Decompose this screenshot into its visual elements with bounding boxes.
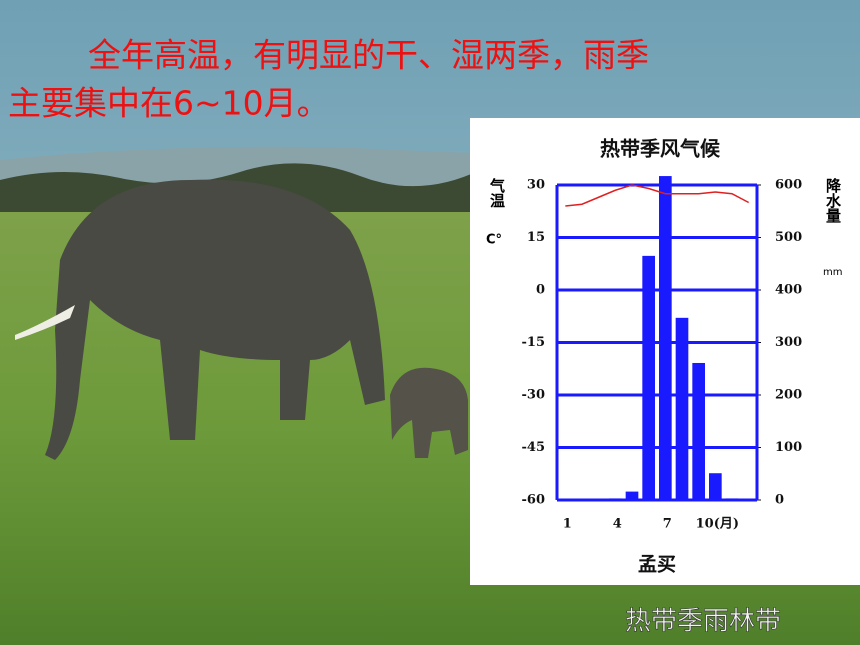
y-tick-label: -45 — [522, 440, 546, 455]
precipitation-bar — [725, 498, 739, 500]
heading-line: 全年高温，有明显的干、湿两季，雨季 — [88, 36, 649, 75]
y-tick-label: 0 — [536, 283, 545, 298]
y-tick-label: -60 — [522, 493, 546, 508]
precipitation-bar — [642, 255, 655, 500]
precipitation-bar — [675, 317, 689, 500]
x-tick-label: 7 — [663, 517, 672, 532]
precipitation-bar — [575, 499, 589, 500]
precipitation-bar — [709, 473, 722, 500]
y2-tick-label: 300 — [775, 335, 802, 350]
y-tick-label: 15 — [527, 230, 545, 245]
y-axis-unit: C° — [486, 233, 502, 248]
x-tick-label: 1 — [563, 517, 572, 532]
y2-tick-label: 500 — [775, 230, 802, 245]
y2-tick-label: 200 — [775, 388, 802, 403]
photo-caption: 热带季雨林带 — [625, 607, 781, 637]
precipitation-bar — [742, 499, 755, 500]
precipitation-bar — [625, 491, 639, 500]
heading-line: 主要集中在6~10月。 — [8, 84, 330, 123]
y-axis-label: 气温 — [488, 177, 506, 208]
y2-axis-label: 降水量 — [824, 177, 842, 223]
precipitation-bar — [659, 176, 672, 500]
y2-tick-label: 0 — [775, 493, 784, 508]
x-tick-label: 4 — [613, 517, 622, 532]
y2-tick-label: 100 — [775, 440, 802, 455]
temperature-line — [565, 184, 750, 207]
precipitation-bar — [609, 498, 622, 500]
precipitation-bar — [692, 362, 705, 500]
y2-tick-label: 600 — [775, 178, 802, 193]
precipitation-bar — [559, 499, 572, 500]
y-tick-label: -30 — [522, 388, 546, 403]
y-tick-label: -15 — [522, 335, 546, 350]
location-label: 孟买 — [638, 554, 676, 576]
chart-title: 热带季风气候 — [600, 137, 721, 161]
y-tick-label: 30 — [527, 178, 545, 193]
y2-axis-unit: mm — [823, 267, 842, 278]
y2-tick-label: 400 — [775, 283, 802, 298]
x-tick-label: 10(月) — [696, 517, 739, 532]
precipitation-bar — [592, 499, 605, 500]
